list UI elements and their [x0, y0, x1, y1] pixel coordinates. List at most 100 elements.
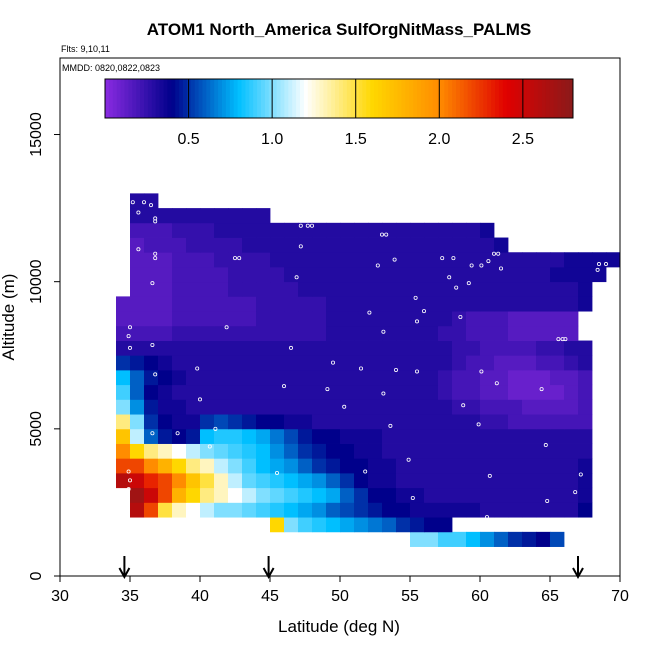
heatmap-cell [522, 399, 537, 415]
heatmap-cell [438, 531, 453, 547]
heatmap-cell [214, 208, 229, 224]
heatmap-cell [326, 266, 341, 283]
heatmap-cell [424, 296, 439, 312]
sample-point [150, 342, 155, 347]
heatmap-cell [452, 237, 467, 253]
colorbar-segment [264, 79, 270, 118]
colorbar-segment [108, 79, 114, 118]
heatmap-cell [200, 443, 215, 459]
heatmap-cell [410, 325, 425, 341]
heatmap-cell [578, 252, 593, 268]
heatmap-cell [424, 399, 439, 415]
heatmap-cell [200, 222, 215, 238]
heatmap-cell [340, 325, 355, 341]
heatmap-cell [396, 517, 411, 533]
heatmap-cell [508, 414, 523, 430]
y-tick-label: 15000 [28, 112, 45, 157]
heatmap-cell [522, 458, 537, 474]
heatmap-cell [158, 208, 173, 224]
heatmap-cell [424, 472, 439, 489]
colorbar-segment [280, 79, 285, 118]
heatmap-cell [368, 237, 383, 253]
heatmap-cell [228, 325, 243, 341]
heatmap-cell [214, 340, 229, 356]
heatmap-cell [214, 472, 229, 489]
heatmap-cell [368, 414, 383, 430]
heatmap-cell [158, 311, 173, 327]
colorbar-segment [171, 79, 176, 118]
heatmap-cell [452, 355, 467, 371]
heatmap-cell [508, 428, 523, 444]
heatmap-cell [270, 340, 285, 356]
heatmap-cell [242, 296, 257, 312]
heatmap-cell [550, 414, 565, 430]
heatmap-cell [494, 237, 509, 253]
colorbar-segment [225, 79, 231, 118]
sample-point [486, 259, 491, 264]
heatmap-cell [186, 281, 201, 297]
heatmap-cell [326, 237, 341, 253]
heatmap-cell [158, 296, 173, 312]
heatmap-cell [298, 414, 313, 430]
heatmap-cell [284, 252, 299, 268]
heatmap-cell [172, 472, 187, 489]
heatmap-cell [396, 414, 411, 430]
heatmap-cell [214, 281, 229, 297]
colorbar-segment [237, 79, 242, 118]
heatmap-cell [466, 531, 481, 547]
colorbar-segment [120, 79, 125, 118]
colorbar-segment [467, 79, 473, 118]
y-axis-title: Altitude (m) [0, 274, 18, 361]
heatmap-cell [186, 443, 201, 459]
sample-point [207, 444, 212, 449]
heatmap-cell [396, 311, 411, 327]
colorbar-segment [428, 79, 434, 118]
heatmap-cell [382, 281, 397, 297]
colorbar-segment [561, 79, 566, 118]
sample-point [237, 256, 242, 261]
heatmap-cell [438, 428, 453, 444]
heatmap-cell [354, 237, 369, 253]
colorbar-segment [276, 79, 281, 118]
heatmap-cell [424, 458, 439, 474]
heatmap-cell [354, 369, 369, 386]
heatmap-cell [186, 414, 201, 430]
colorbar-segment [557, 79, 562, 118]
colorbar-segment [268, 79, 274, 118]
heatmap-cell [130, 502, 145, 518]
heatmap-cell [130, 296, 145, 312]
heatmap-cell [368, 472, 383, 489]
sample-point [545, 551, 550, 556]
colorbar-gradient [105, 79, 574, 118]
heatmap-cell [368, 399, 383, 415]
heatmap-cell [480, 399, 495, 415]
heatmap-cell [536, 296, 551, 312]
heatmap-cell [242, 311, 257, 327]
heatmap-cell [172, 266, 187, 283]
heatmap-cell [340, 472, 355, 489]
heatmap-cell [438, 414, 453, 430]
heatmap-cell [284, 311, 299, 327]
heatmap-cell [298, 472, 313, 489]
heatmap-cell [354, 252, 369, 268]
heatmap-cell [368, 252, 383, 268]
colorbar-segment [335, 79, 340, 118]
colorbar-segment [483, 79, 488, 118]
colorbar-segment [315, 79, 320, 118]
colorbar-segment [413, 79, 418, 118]
heatmap-cell [214, 443, 229, 459]
colorbar-segment [249, 79, 254, 118]
heatmap-cell [270, 266, 285, 283]
heatmap-cell [368, 266, 383, 283]
heatmap-cell [536, 487, 551, 503]
sample-point [469, 263, 474, 268]
heatmap-cell [270, 487, 285, 503]
heatmap-cell [270, 502, 285, 518]
heatmap-cell [340, 369, 355, 386]
heatmap-cell [130, 458, 145, 474]
heatmap-cell [214, 222, 229, 238]
heatmap-cell [466, 311, 481, 327]
colorbar-segment [522, 79, 527, 118]
colorbar-segment [389, 79, 395, 118]
heatmap-cell [438, 311, 453, 327]
